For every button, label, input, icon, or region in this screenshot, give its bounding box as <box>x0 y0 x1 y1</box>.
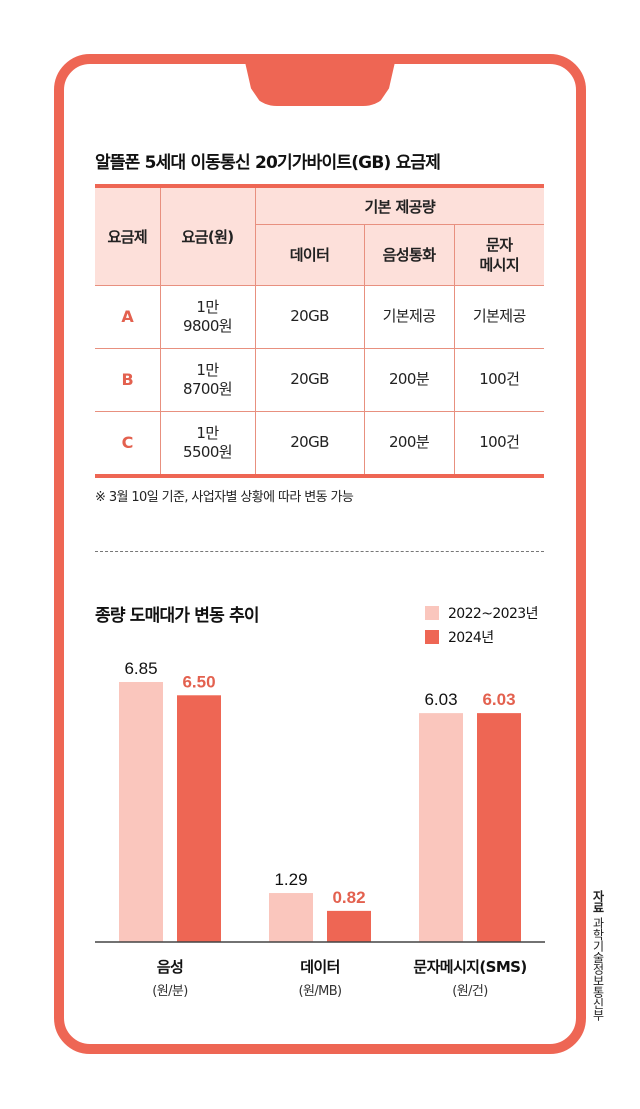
cell-voice: 200분 <box>363 348 455 412</box>
data-label: 1.29 <box>274 870 307 889</box>
bar-curr-0 <box>177 695 221 942</box>
bar-prev-1 <box>269 893 313 942</box>
header-sms-line2: 메시지 <box>479 256 520 274</box>
data-label: 6.03 <box>424 690 457 709</box>
fee-line1: 1만 <box>196 297 219 316</box>
table-row: B 1만 8700원 20GB 200분 100건 <box>95 348 545 412</box>
cell-fee: 1만 8700원 <box>159 348 256 412</box>
source-credit: 자료과학기술정보통신부 <box>590 890 607 1021</box>
header-group: 기본 제공량 <box>254 185 545 225</box>
cell-voice: 200분 <box>363 411 455 477</box>
phone-notch <box>245 62 395 106</box>
data-label: 6.03 <box>482 690 515 709</box>
category-label: 데이터 <box>300 958 340 976</box>
data-label: 6.85 <box>124 659 157 678</box>
bar-curr-2 <box>477 713 521 942</box>
header-sms-line1: 문자 <box>486 235 513 254</box>
header-data: 데이터 <box>255 224 365 286</box>
cell-plan: B <box>95 348 161 412</box>
bar-curr-1 <box>327 910 371 942</box>
legend-item-curr: 2024년 <box>425 625 538 649</box>
plan-table: 요금제 요금(원) 기본 제공량 데이터 음성통화 문자 메시지 A 1만 9800… <box>95 184 545 478</box>
header-fee: 요금(원) <box>159 185 256 286</box>
table-row: A 1만 9800원 20GB 기본제공 기본제공 <box>95 285 545 349</box>
cell-sms: 100건 <box>453 348 545 412</box>
category-unit: (원/건) <box>452 984 487 999</box>
section-divider <box>95 551 544 552</box>
table-note: ※ 3월 10일 기준, 사업자별 상황에 따라 변동 가능 <box>95 490 354 505</box>
bar-prev-0 <box>119 682 163 942</box>
cell-data: 20GB <box>254 285 365 349</box>
bar-prev-2 <box>419 713 463 942</box>
cell-sms: 기본제공 <box>453 285 545 349</box>
legend-swatch-prev <box>425 606 439 620</box>
data-label: 6.50 <box>182 672 215 691</box>
cell-fee: 1만 5500원 <box>159 411 256 477</box>
data-label: 0.82 <box>332 888 365 907</box>
chart-legend: 2022~2023년 2024년 <box>425 601 538 649</box>
cell-sms: 100건 <box>453 411 545 477</box>
legend-label-prev: 2022~2023년 <box>448 606 538 622</box>
chart-title: 종량 도매대가 변동 추이 <box>95 606 260 626</box>
fee-line2: 8700원 <box>183 380 233 398</box>
table-row: C 1만 5500원 20GB 200분 100건 <box>95 411 545 477</box>
legend-swatch-curr <box>425 630 439 644</box>
cell-plan: C <box>95 411 161 477</box>
source-org: 과학기술정보통신부 <box>591 917 605 1021</box>
category-label: 문자메시지(SMS) <box>413 958 526 976</box>
legend-label-curr: 2024년 <box>448 630 494 646</box>
fee-line1: 1만 <box>196 423 219 442</box>
category-label: 음성 <box>157 958 183 976</box>
category-unit: (원/MB) <box>298 984 341 999</box>
cell-data: 20GB <box>254 348 365 412</box>
header-voice: 음성통화 <box>363 224 455 286</box>
fee-line2: 5500원 <box>183 443 233 461</box>
legend-item-prev: 2022~2023년 <box>425 601 538 625</box>
fee-line2: 9800원 <box>183 317 233 335</box>
fee-line1: 1만 <box>196 360 219 379</box>
table-title: 알뜰폰 5세대 이동통신 20기가바이트(GB) 요금제 <box>95 153 441 173</box>
source-label: 자료 <box>591 890 605 913</box>
category-unit: (원/분) <box>152 984 187 999</box>
